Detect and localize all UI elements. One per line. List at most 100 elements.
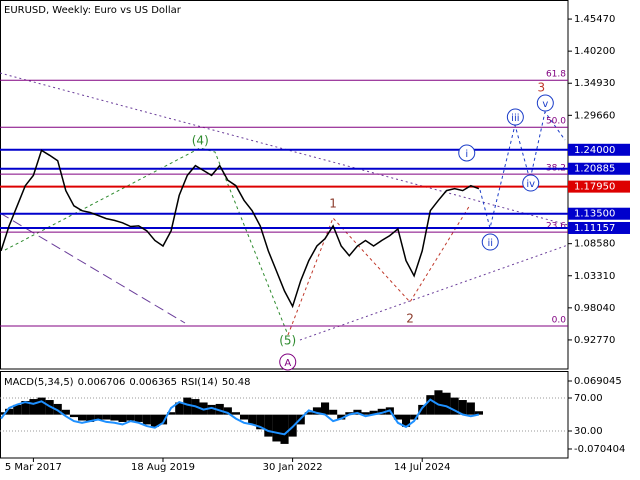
macd-bar <box>474 411 483 415</box>
macd-bar <box>458 400 467 415</box>
trendline <box>299 244 569 341</box>
wave-circle <box>536 94 554 112</box>
indicator-panel-frame <box>0 371 569 459</box>
wave-circle <box>522 174 540 192</box>
fib-label: 61.8 <box>546 70 566 80</box>
level-label-box <box>568 162 630 175</box>
level-label-box <box>568 143 630 156</box>
wave-projection <box>479 110 566 229</box>
fib-label: 0.0 <box>552 315 567 325</box>
macd-bar <box>142 414 151 425</box>
wave-label: 2 <box>406 312 414 326</box>
macd-bar <box>418 404 427 415</box>
macd-bar <box>61 409 70 415</box>
macd-bar <box>207 404 216 415</box>
macd-bar <box>231 412 240 415</box>
macd-bar <box>369 410 378 415</box>
macd-bar <box>167 412 176 415</box>
x-tick-label: 14 Jul 2024 <box>394 462 451 473</box>
macd-bar <box>29 399 38 415</box>
macd-bar <box>402 414 411 427</box>
rsi-line <box>0 398 480 436</box>
wave-label: iii <box>511 113 519 124</box>
macd-bar <box>183 397 192 415</box>
level-label: 1.13500 <box>574 209 615 220</box>
wave-label: i <box>465 149 468 160</box>
macd-bar <box>304 412 313 415</box>
level-label-box <box>568 207 630 220</box>
y-tick-label: 1.08580 <box>574 239 615 250</box>
wave-label: 1 <box>329 196 337 210</box>
macd-bar <box>337 414 346 420</box>
macd-bar <box>13 404 22 415</box>
macd-bar <box>5 408 14 415</box>
y-tick-label: 1.40200 <box>574 46 615 57</box>
y-tick-label: 1.45470 <box>574 14 615 25</box>
macd-bar <box>466 402 475 415</box>
macd-bar <box>53 403 62 415</box>
indicator-label: MACD(5,34,5) 0.006706 0.006365 RSI(14) 50.48 <box>4 377 250 388</box>
level-label: 1.24000 <box>574 145 615 156</box>
macd-bar <box>410 414 419 420</box>
x-tick-label: 18 Aug 2019 <box>131 462 195 473</box>
wave-label: 3 <box>537 81 545 95</box>
wave-circle <box>458 144 476 162</box>
wave-circle <box>279 353 297 371</box>
macd-bar <box>102 414 111 420</box>
macd-bar <box>256 414 265 430</box>
macd-bar <box>134 414 143 422</box>
wave-path <box>287 204 471 336</box>
wave-circle <box>506 108 524 126</box>
macd-bar <box>312 407 321 415</box>
macd-bar <box>361 412 370 415</box>
macd-bar <box>426 395 435 415</box>
macd-bar <box>78 414 87 421</box>
macd-bar <box>86 414 95 422</box>
level-label: 1.11157 <box>574 223 615 234</box>
y-tick-label: 0.92770 <box>574 335 615 346</box>
level-label-box <box>568 180 630 193</box>
wave-label: A <box>284 358 291 369</box>
fib-label: 50.0 <box>546 117 566 127</box>
macd-label: MACD(5,34,5) <box>4 377 74 388</box>
level-label: 1.20885 <box>574 164 615 175</box>
macd-bar <box>450 397 459 415</box>
macd-bar <box>377 408 386 415</box>
wave-label: iv <box>526 179 535 190</box>
macd-bar <box>223 407 232 415</box>
wave-circle <box>481 233 499 251</box>
macd-bar <box>69 414 78 418</box>
y-tick-label: -0.070404 <box>574 444 625 455</box>
y-tick-label: 0.069045 <box>574 376 622 387</box>
macd-bar <box>240 414 249 420</box>
y-tick-label: 1.03310 <box>574 271 615 282</box>
signal-value: 0.006365 <box>129 377 177 388</box>
macd-bar <box>393 414 402 420</box>
y-tick-label: 0.98040 <box>574 303 615 314</box>
macd-bar <box>37 397 46 415</box>
macd-bar <box>280 414 289 444</box>
x-tick-label: 30 Jan 2022 <box>263 462 323 473</box>
macd-value: 0.006706 <box>78 377 126 388</box>
chart-title: EURUSD, Weekly: Euro vs US Dollar <box>4 5 182 16</box>
wave-label: ii <box>487 238 493 249</box>
macd-bar <box>248 414 257 425</box>
macd-bar <box>126 414 135 421</box>
wave-path <box>4 147 289 336</box>
macd-bar <box>118 414 127 422</box>
trendline <box>0 212 186 324</box>
macd-bar <box>0 412 6 415</box>
macd-bar <box>150 414 159 427</box>
y-tick-label: 30.00 <box>574 426 603 437</box>
y-tick-label: 1.29660 <box>574 110 615 121</box>
macd-bar <box>272 414 281 442</box>
macd-bar <box>329 409 338 415</box>
macd-bar <box>321 402 330 415</box>
macd-bar <box>264 414 273 437</box>
macd-bar <box>159 414 168 425</box>
trendlines <box>0 72 569 341</box>
price-line <box>0 149 480 309</box>
wave-label: (4) <box>192 134 209 148</box>
y-tick-label: 70.00 <box>574 393 603 404</box>
